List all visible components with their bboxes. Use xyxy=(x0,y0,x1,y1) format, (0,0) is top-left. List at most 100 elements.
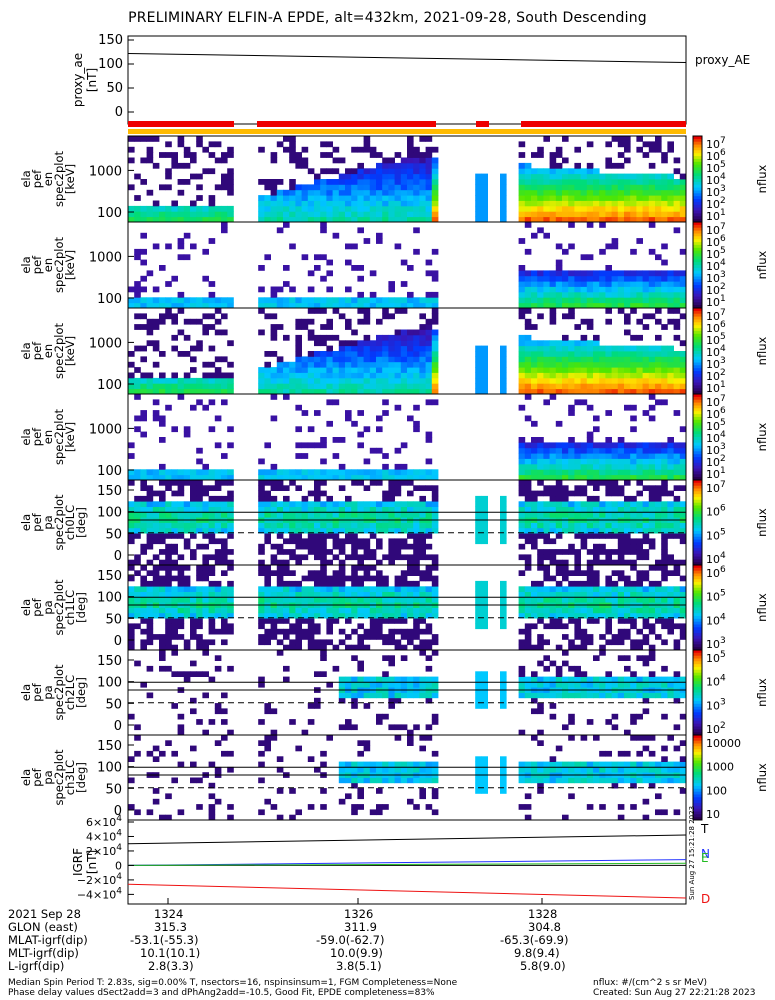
spectrogram-cell xyxy=(543,232,550,239)
spectrogram-cell xyxy=(357,372,364,379)
spectrogram-cell xyxy=(128,146,135,153)
spectrogram-cell xyxy=(648,655,656,661)
spectrogram-cell xyxy=(183,162,191,169)
spectrogram-cell xyxy=(171,549,178,555)
spectrogram-cell xyxy=(611,549,619,555)
spectrogram-cell xyxy=(543,302,550,309)
spectrogram-cell xyxy=(264,383,271,390)
spectrogram-cell xyxy=(673,570,681,576)
spectrogram-cell xyxy=(673,179,681,185)
spectrogram-cell xyxy=(134,216,141,223)
spectrogram-cell xyxy=(177,618,185,624)
spectrogram-cell xyxy=(270,618,278,624)
spectrogram-cell xyxy=(611,286,619,293)
spectrogram-cell xyxy=(531,671,538,677)
spectrogram-cell xyxy=(320,340,327,347)
spectrogram-cell xyxy=(431,559,439,566)
spectrogram-cell xyxy=(431,329,439,336)
spectrogram-cell xyxy=(679,533,687,539)
spectrogram-cell xyxy=(258,591,265,598)
colorbar-segment xyxy=(693,531,702,535)
spectrogram-cell xyxy=(394,628,402,635)
spectrogram-cell xyxy=(221,388,228,395)
spectrogram-cell xyxy=(276,356,284,363)
spectrogram-cell xyxy=(518,485,526,491)
colorbar-segment xyxy=(693,184,702,189)
spectrogram-cell xyxy=(134,570,141,576)
spectrogram-cell xyxy=(543,665,550,672)
spectrogram-cell xyxy=(351,205,358,212)
colorbar-tick-label: 105 xyxy=(706,589,726,604)
spectrogram-cell xyxy=(183,297,191,304)
spectrogram-cell xyxy=(221,184,228,191)
spectrogram-cell xyxy=(555,559,563,566)
spectrogram-cell xyxy=(593,173,600,180)
spectrogram-cell xyxy=(382,618,389,624)
spectrogram-cell xyxy=(518,522,526,529)
spectrogram-cell xyxy=(326,501,333,507)
spectrogram-cell xyxy=(605,447,612,454)
spectrogram-cell xyxy=(568,297,575,304)
spectrogram-cell xyxy=(605,265,612,271)
spectrogram-cell xyxy=(345,676,352,683)
spectrogram-cell xyxy=(376,345,383,352)
spectrogram-cell xyxy=(624,463,631,470)
spectrogram-cell xyxy=(307,756,315,762)
spectrogram-cell xyxy=(562,270,569,277)
colorbar-segment xyxy=(693,556,702,560)
spectrogram-cell xyxy=(351,474,358,481)
spectrogram-cell xyxy=(177,308,185,314)
spectrogram-cell xyxy=(549,681,557,688)
spectrogram-cell xyxy=(431,719,439,725)
spectrogram-cell xyxy=(574,469,581,476)
spectrogram-cell xyxy=(345,168,352,175)
spectrogram-cell xyxy=(574,570,581,576)
spectrogram-cell xyxy=(419,506,426,513)
spectrogram-cell xyxy=(394,618,402,624)
spectrogram-cell xyxy=(177,377,185,384)
spectrogram-cell xyxy=(549,313,557,320)
spectrogram-cell xyxy=(264,351,271,357)
spectrogram-cell xyxy=(140,377,147,384)
spectrogram-cell xyxy=(351,575,358,582)
spectrogram-cell xyxy=(357,634,364,640)
spectrogram-cell xyxy=(351,570,358,576)
spectrogram-cell xyxy=(283,265,290,271)
spectrogram-cell xyxy=(345,575,352,582)
spectrogram-cell xyxy=(630,506,637,513)
spectrogram-cell xyxy=(413,420,420,427)
spectrogram-cell xyxy=(196,173,203,180)
spectrogram-cell xyxy=(431,490,439,497)
spectrogram-cell xyxy=(227,495,234,502)
spectrogram-cell xyxy=(543,527,550,534)
spectrogram-cell xyxy=(382,777,389,784)
y-tick-label: 100 xyxy=(97,591,122,606)
spectrogram-cell xyxy=(307,533,315,539)
spectrogram-cell xyxy=(357,665,364,672)
spectrogram-cell xyxy=(400,442,408,449)
spectrogram-cell xyxy=(407,591,414,598)
spectrogram-cell xyxy=(481,356,488,363)
spectrogram-cell xyxy=(630,351,637,357)
spectrogram-cell xyxy=(518,141,526,148)
spectrogram-cell xyxy=(562,340,569,347)
spectrogram-cell xyxy=(307,184,315,191)
spectrogram-cell xyxy=(376,173,383,180)
spectrogram-cell xyxy=(617,367,625,373)
spectrogram-cell xyxy=(140,313,147,320)
colorbar-segment xyxy=(693,459,702,464)
spectrogram-cell xyxy=(648,345,656,352)
spectrogram-cell xyxy=(555,291,563,298)
spectrogram-cell xyxy=(400,205,408,212)
spectrogram-cell xyxy=(351,216,358,223)
spectrogram-cell xyxy=(574,501,581,507)
spectrogram-cell xyxy=(586,388,594,395)
spectrogram-cell xyxy=(562,211,569,218)
spectrogram-cell xyxy=(382,671,389,677)
colorbar-segment xyxy=(693,414,702,418)
spectrogram-cell xyxy=(289,469,296,476)
spectrogram-cell xyxy=(357,189,364,196)
spectrogram-cell xyxy=(568,388,575,395)
spectrogram-cell xyxy=(673,216,681,223)
spectrogram-cell xyxy=(679,189,687,196)
